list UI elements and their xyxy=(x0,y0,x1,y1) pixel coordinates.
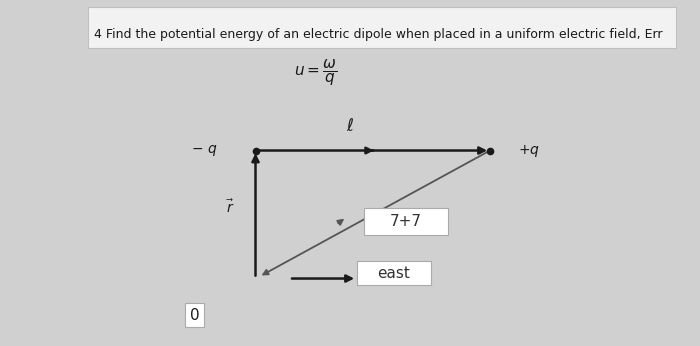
Text: east: east xyxy=(377,266,410,281)
FancyBboxPatch shape xyxy=(364,208,448,235)
Text: $0$: $0$ xyxy=(189,307,200,323)
Text: $\ell$: $\ell$ xyxy=(346,117,354,135)
FancyBboxPatch shape xyxy=(88,7,676,48)
Text: $u = \dfrac{\omega}{q}$: $u = \dfrac{\omega}{q}$ xyxy=(294,58,337,88)
Text: $-\ q$: $-\ q$ xyxy=(190,143,217,158)
Text: 7+7: 7+7 xyxy=(390,214,422,229)
Text: $+q$: $+q$ xyxy=(518,143,540,158)
Text: 4 Find the potential energy of an electric dipole when placed in a uniform elect: 4 Find the potential energy of an electr… xyxy=(94,28,663,41)
FancyBboxPatch shape xyxy=(357,261,430,285)
Text: $\vec{r}$: $\vec{r}$ xyxy=(226,199,234,216)
